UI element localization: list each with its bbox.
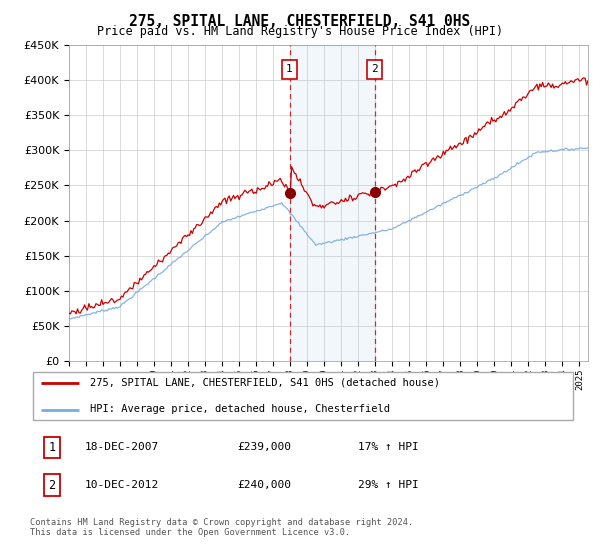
Text: 2: 2 <box>48 479 55 492</box>
Text: 29% ↑ HPI: 29% ↑ HPI <box>358 480 418 490</box>
FancyBboxPatch shape <box>33 372 573 420</box>
Text: 2: 2 <box>371 64 378 74</box>
Text: Contains HM Land Registry data © Crown copyright and database right 2024.
This d: Contains HM Land Registry data © Crown c… <box>30 518 413 538</box>
Text: 1: 1 <box>286 64 293 74</box>
Text: 17% ↑ HPI: 17% ↑ HPI <box>358 442 418 452</box>
Text: 18-DEC-2007: 18-DEC-2007 <box>85 442 159 452</box>
Text: £240,000: £240,000 <box>238 480 292 490</box>
Text: Price paid vs. HM Land Registry's House Price Index (HPI): Price paid vs. HM Land Registry's House … <box>97 25 503 38</box>
Text: 275, SPITAL LANE, CHESTERFIELD, S41 0HS: 275, SPITAL LANE, CHESTERFIELD, S41 0HS <box>130 14 470 29</box>
Bar <box>290 45 374 361</box>
Text: 275, SPITAL LANE, CHESTERFIELD, S41 0HS (detached house): 275, SPITAL LANE, CHESTERFIELD, S41 0HS … <box>90 378 440 388</box>
Text: HPI: Average price, detached house, Chesterfield: HPI: Average price, detached house, Ches… <box>90 404 390 414</box>
Text: £239,000: £239,000 <box>238 442 292 452</box>
Text: 1: 1 <box>48 441 55 454</box>
Text: 10-DEC-2012: 10-DEC-2012 <box>85 480 159 490</box>
